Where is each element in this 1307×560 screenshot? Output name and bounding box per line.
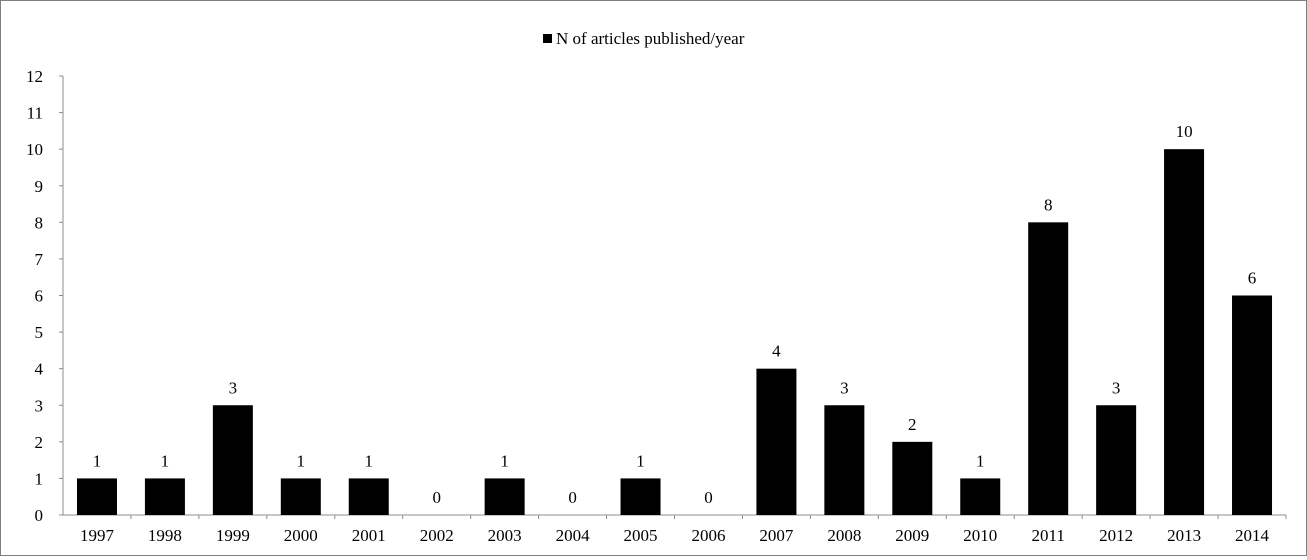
- x-tick-label: 2014: [1235, 526, 1270, 545]
- x-tick-label: 1999: [216, 526, 250, 545]
- y-tick-label: 8: [35, 213, 44, 232]
- data-label: 1: [365, 451, 374, 470]
- x-tick-label: 2000: [284, 526, 318, 545]
- x-tick-label: 2009: [895, 526, 929, 545]
- bar: [76, 478, 117, 515]
- x-tick-label: 1998: [148, 526, 182, 545]
- legend: N of articles published/year: [543, 29, 745, 48]
- bar: [348, 478, 389, 515]
- y-tick-label: 11: [27, 104, 43, 123]
- x-tick-label: 2001: [352, 526, 386, 545]
- bar: [1028, 222, 1069, 516]
- x-tick-label: 2007: [759, 526, 794, 545]
- data-label: 3: [840, 378, 849, 397]
- data-label: 1: [636, 451, 645, 470]
- y-tick-label: 12: [26, 67, 43, 86]
- bar: [280, 478, 321, 515]
- x-tick-label: 2002: [420, 526, 454, 545]
- y-tick-label: 7: [35, 250, 44, 269]
- x-tick-label: 2005: [624, 526, 658, 545]
- bar: [1232, 295, 1273, 515]
- bar: [1096, 405, 1137, 515]
- y-tick-label: 5: [35, 323, 44, 342]
- x-tick-label: 2003: [488, 526, 522, 545]
- data-label: 1: [93, 451, 102, 470]
- legend-label: N of articles published/year: [556, 29, 745, 48]
- y-tick-label: 2: [35, 433, 44, 452]
- data-label: 3: [229, 378, 238, 397]
- data-label: 3: [1112, 378, 1121, 397]
- data-label: 1: [976, 451, 985, 470]
- x-tick-label: 2011: [1032, 526, 1065, 545]
- bar: [824, 405, 865, 515]
- bar: [960, 478, 1001, 515]
- bar: [212, 405, 253, 515]
- bar: [484, 478, 525, 515]
- data-label: 6: [1248, 269, 1257, 288]
- x-tick-label: 2008: [827, 526, 861, 545]
- data-label: 10: [1176, 122, 1193, 141]
- x-tick-label: 1997: [80, 526, 115, 545]
- y-tick-label: 0: [35, 506, 44, 525]
- x-tick-label: 2012: [1099, 526, 1133, 545]
- legend-swatch: [543, 34, 552, 43]
- bar: [144, 478, 185, 515]
- data-label: 1: [161, 451, 170, 470]
- y-tick-label: 1: [35, 469, 44, 488]
- y-tick-label: 3: [35, 396, 44, 415]
- data-label: 1: [500, 451, 509, 470]
- bar: [1164, 149, 1205, 515]
- y-tick-label: 10: [26, 140, 43, 159]
- bar: [892, 441, 933, 515]
- bar: [756, 368, 797, 515]
- x-tick-label: 2004: [556, 526, 591, 545]
- data-label: 0: [568, 488, 577, 507]
- x-axis: 1997 1998 1999 2000 2001 2002 2003 2004 2005 2006…: [63, 514, 1287, 545]
- y-tick-label: 9: [35, 177, 44, 196]
- data-label: 0: [432, 488, 441, 507]
- data-label: 2: [908, 415, 917, 434]
- y-tick-label: 6: [35, 287, 44, 306]
- data-label: 4: [772, 342, 781, 361]
- data-label: 0: [704, 488, 713, 507]
- y-tick-label: 4: [35, 360, 44, 379]
- data-label: 8: [1044, 195, 1053, 214]
- x-tick-label: 2006: [691, 526, 725, 545]
- x-tick-label: 2013: [1167, 526, 1201, 545]
- data-label: 1: [297, 451, 306, 470]
- bar: [620, 478, 661, 515]
- x-tick-label: 2010: [963, 526, 997, 545]
